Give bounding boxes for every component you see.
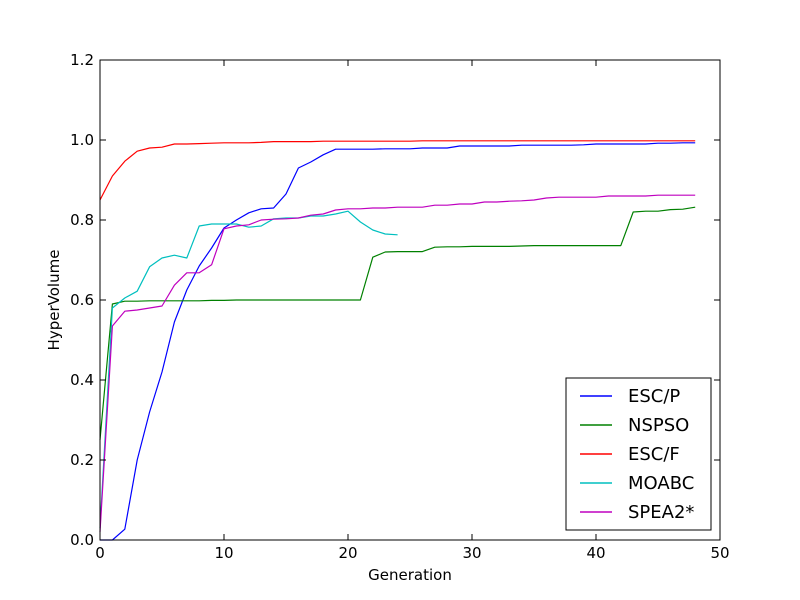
legend-label-3: ESC/F: [628, 444, 680, 465]
y-axis-label: HyperVolume: [45, 250, 63, 351]
x-tick-label: 10: [214, 544, 233, 562]
y-tick-label: 0.4: [70, 371, 94, 389]
series-line-4: [99, 210, 398, 529]
x-tick-label: 50: [710, 544, 729, 562]
series-layer: [99, 140, 696, 541]
y-tick-label: 0.0: [70, 531, 94, 549]
x-tick-label: 20: [338, 544, 357, 562]
ticks-layer: 0 10 20 30 40 50 0.0 0.2 0.4 0.6 0.8 1.0 1.2: [70, 51, 729, 562]
legend: ESC/P NSPSO ESC/F MOABC SPEA2*: [565, 377, 712, 531]
x-tick-label: 30: [462, 544, 481, 562]
legend-label-4: MOABC: [628, 473, 694, 494]
legend-label-5: SPEA2*: [628, 502, 694, 523]
series-line-5: [99, 194, 696, 533]
x-tick-label: 40: [586, 544, 605, 562]
y-tick-label: 0.6: [70, 291, 94, 309]
series-line-3: [99, 140, 696, 201]
legend-label-2: NSPSO: [628, 415, 689, 436]
x-tick-label: 0: [95, 544, 105, 562]
series-line-1: [100, 142, 696, 541]
y-tick-label: 0.2: [70, 451, 94, 469]
series-line-2: [99, 206, 696, 441]
x-axis-label: Generation: [368, 566, 452, 584]
y-tick-label: 1.0: [70, 131, 94, 149]
y-tick-label: 1.2: [70, 51, 94, 69]
y-tick-label: 0.8: [70, 211, 94, 229]
legend-label-1: ESC/P: [628, 386, 680, 407]
